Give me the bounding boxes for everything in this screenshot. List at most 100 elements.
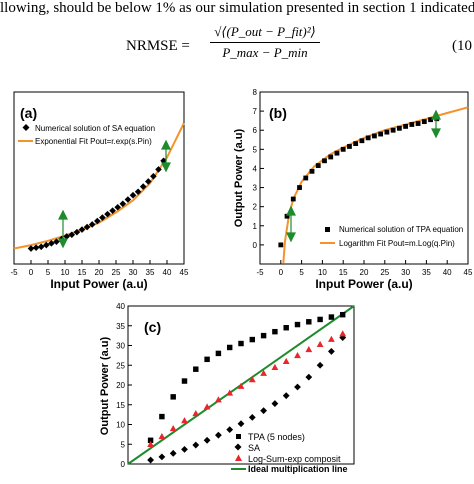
panel-c-point-diamond [215,431,222,439]
panel-c-point-triangle [305,346,313,353]
panel-a-xtick-label: 25 [112,268,121,277]
panel-a-point [99,214,106,221]
panel-c-point-square [283,325,289,331]
equation-label: NRMSE = [126,38,190,54]
panel-a-xlabel: Input Power (a.u) [50,277,147,291]
panel-c-ytick-label: 35 [116,322,125,331]
panel-b-point [415,121,421,126]
panel-b-ytick-label: 3 [253,184,258,193]
panel-c-point-diamond [328,348,335,355]
panel-c-legend-diamond-icon [234,443,242,451]
panel-c-label: (c) [144,319,161,335]
panel-a-xtick-label: 30 [129,268,138,277]
panel-b-legend-square-icon [325,227,330,232]
panel-c-point-square [147,437,154,444]
panel-a-point [63,233,70,240]
panel-c-point-square [272,328,278,335]
panel-b-xtick-label: 45 [464,268,473,277]
panel-c-ylabel: Output Power (a.u) [99,336,111,435]
panel-a-point [129,191,137,199]
body-text-line: llowing, should be below 1% as our simul… [0,0,474,16]
panel-b-arrow-1-icon [286,205,296,243]
panel-a-point [134,188,142,196]
panel-b-ytick-label: 0 [253,241,258,250]
panel-c-legend-square-icon [236,434,241,439]
panel-a-point [48,240,55,247]
panel-c-point-triangle [192,410,200,417]
panel-b-ylabel: Output Power (a.u) [233,128,245,227]
panel-a-point [88,221,96,228]
panel-c-ytick-label: 25 [116,361,125,370]
panel-c-ytick-label: 15 [116,401,125,410]
panel-b-point [384,129,390,135]
panel-c-point-square [238,340,244,347]
panel-c-point-triangle [271,363,279,370]
panel-c-ytick-label: 30 [116,342,125,351]
panel-a-point [37,243,45,251]
equation-number: (10 [452,38,472,54]
panel-a-fit-curve [13,122,185,250]
panel-b-xlabel: Input Power (a.u) [315,277,412,291]
panel-b-point [365,135,371,141]
nrmse-equation: NRMSE = √⟨(P_out − P_fit)²⟩ P_max − P_mi… [0,22,474,78]
panel-a-point [119,200,127,208]
panel-b-legend1: Numerical solution of TPA equation [339,225,463,234]
panel-c-point-triangle [294,351,301,359]
panel-c-point-square [215,350,222,357]
panel-b-point [421,119,427,125]
panel-a-point [109,207,116,214]
panel-c-legend1: TPA (5 nodes) [248,432,305,442]
panel-b-xtick-label: 30 [401,268,410,277]
panel-a-x-ticks: -5 0 5 10 15 20 25 30 35 40 45 [10,260,189,277]
panel-c-point-diamond [169,449,177,457]
panel-b-point [315,163,321,168]
panel-c-point-diamond [226,426,234,434]
panel-c-point-diamond [282,392,290,400]
panel-b-ytick-label: 6 [253,126,258,135]
panel-c-point-triangle [260,369,267,376]
panel-a-point [53,238,60,245]
panel-c-legend-triangle-icon [235,454,242,461]
panel-c-point-square [181,378,188,384]
panel-c-point-triangle [169,425,177,432]
panel-c-point-triangle [215,396,222,403]
panel-c-point-triangle [339,330,347,337]
panel-b-point [347,144,352,149]
panel-a-arrow-1-icon [58,209,68,249]
panel-a-point [104,210,111,218]
panel-b-point [322,158,327,164]
panel-a-xtick-label: -5 [10,268,18,277]
panel-c-point-square [294,321,301,328]
panel-b-legend2: Logarithm Fit Pout=m.Log(q.Pin) [339,239,455,248]
panel-a-legend-diamond-icon [22,124,30,131]
panel-b-point [378,131,384,137]
panel-a-xtick-label: 20 [95,268,104,277]
panel-b-point [353,141,359,146]
panel-a-xtick-label: 5 [46,268,51,277]
panel-a-xtick-label: 35 [146,268,155,277]
panel-c-point-square [159,413,165,420]
panel-b-point [303,175,309,181]
panel-a-point [155,166,162,173]
panel-b-point [290,196,296,202]
panel-b-ytick-label: 4 [253,164,258,173]
panel-b-markers [278,116,440,248]
panel-c-point-diamond [203,436,211,444]
panel-c-point-triangle [158,432,166,440]
panel-a-point [150,172,157,180]
panel-a-point [43,241,50,249]
panel-c-ytick-label: 5 [121,440,126,449]
panel-c-point-diamond [248,413,256,421]
panel-c-point-triangle [237,382,245,389]
panel-b-label: (b) [269,105,287,121]
panel-c-point-diamond [158,453,166,461]
panel-c-point-diamond [192,441,200,449]
panel-c-legend4: Ideal multiplication line [248,464,348,474]
panel-b-xtick-label: 20 [360,268,369,277]
panel-a-point [124,196,132,203]
panel-a: (a) -5 0 5 10 15 20 25 30 35 40 45 Numerical solut… [10,91,189,291]
panel-c-point-square [249,336,256,343]
panel-b-point [403,124,408,129]
panel-b-xtick-label: 15 [339,268,348,277]
